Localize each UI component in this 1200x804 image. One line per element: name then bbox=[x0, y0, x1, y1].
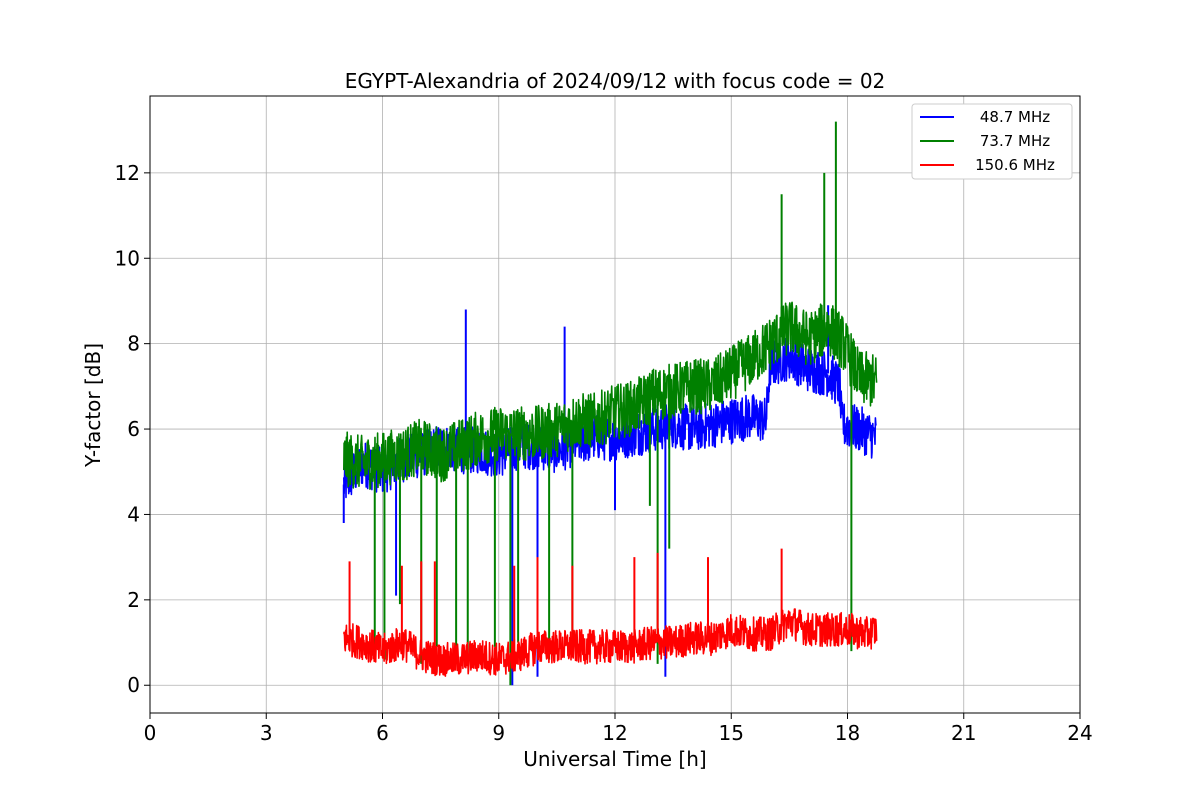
x-tick-label: 21 bbox=[951, 721, 976, 745]
legend-box bbox=[911, 103, 1073, 180]
x-tick-label: 24 bbox=[1067, 721, 1092, 745]
y-tick-label: 10 bbox=[115, 246, 140, 270]
series-layer bbox=[342, 121, 878, 686]
chart-title: EGYPT-Alexandria of 2024/09/12 with focu… bbox=[345, 69, 886, 93]
y-tick-label: 4 bbox=[127, 502, 140, 526]
y-tick-label: 8 bbox=[127, 332, 140, 356]
legend-label: 73.7 MHz bbox=[980, 132, 1050, 150]
legend-label: 48.7 MHz bbox=[980, 108, 1050, 126]
x-tick-label: 12 bbox=[602, 721, 627, 745]
y-tick-label: 0 bbox=[127, 673, 140, 697]
x-tick-label: 6 bbox=[376, 721, 389, 745]
y-tick-label: 12 bbox=[115, 161, 140, 185]
x-tick-label: 0 bbox=[144, 721, 157, 745]
y-tick-label: 2 bbox=[127, 588, 140, 612]
x-tick-label: 18 bbox=[835, 721, 860, 745]
x-tick-label: 9 bbox=[492, 721, 505, 745]
y-axis-label: Y-factor [dB] bbox=[81, 343, 105, 468]
series-line-3 bbox=[343, 608, 878, 677]
x-axis-label: Universal Time [h] bbox=[523, 747, 706, 771]
series-line-2 bbox=[343, 301, 878, 491]
x-tick-label: 15 bbox=[719, 721, 744, 745]
legend-label: 150.6 MHz bbox=[975, 156, 1055, 174]
y-tick-label: 6 bbox=[127, 417, 140, 441]
x-tick-label: 3 bbox=[260, 721, 273, 745]
legend: 48.7 MHz 73.7 MHz 150.6 MHz bbox=[911, 103, 1073, 180]
